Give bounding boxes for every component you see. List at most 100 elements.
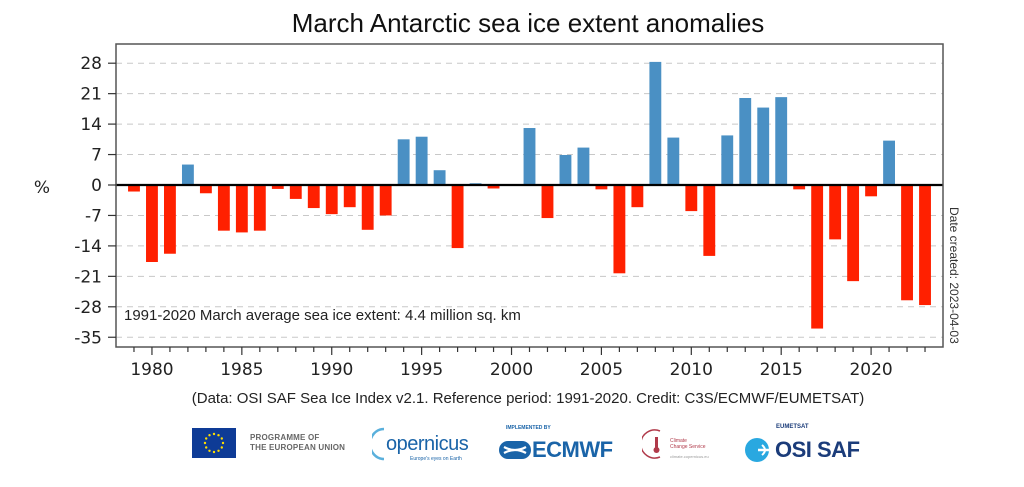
copernicus-wordmark: opernicus [386, 432, 469, 455]
y-tick-label: 21 [80, 85, 102, 105]
bar-2008 [649, 61, 662, 185]
copernicus-logo: opernicus Europe's eyes on Earth [372, 426, 469, 462]
bar-1999 [487, 185, 500, 189]
y-tick-label: -7 [85, 206, 102, 226]
x-tick-label: 2005 [580, 360, 623, 380]
ecmwf-swirl-icon [499, 441, 531, 459]
y-tick-label: 7 [91, 146, 102, 166]
y-axis-label: % [34, 178, 50, 198]
bar-1994 [397, 139, 410, 185]
bar-1986 [253, 185, 266, 231]
eu-star [205, 437, 208, 440]
eu-star [205, 446, 208, 449]
y-tick-label: -14 [74, 237, 102, 257]
bar-1992 [361, 185, 374, 230]
bar-1983 [199, 185, 212, 194]
bar-2003 [559, 154, 572, 185]
grid-lines [116, 62, 943, 338]
y-tick-label: 28 [80, 54, 102, 74]
eu-text-line2: THE EUROPEAN UNION [250, 443, 346, 452]
c3s-logo: Climate Change Service climate.copernicu… [642, 426, 709, 462]
y-tick-label: -21 [74, 267, 102, 287]
eu-star [212, 450, 216, 454]
bar-1982 [181, 164, 194, 185]
ecmwf-implemented-by: IMPLEMENTED BY [506, 425, 551, 431]
eu-star [212, 432, 216, 436]
ecmwf-wordmark: ECMWF [532, 437, 613, 462]
y-axis: 28 21 14 7 0 -7 -14 -21 -28 -35 [74, 54, 116, 348]
y-tick-label: -35 [74, 328, 102, 348]
bar-2014 [757, 107, 770, 185]
eu-star [221, 441, 225, 445]
bar-2010 [685, 185, 698, 212]
x-tick-label: 2000 [490, 360, 533, 380]
bar-2012 [721, 135, 734, 185]
bar-1993 [379, 185, 392, 216]
bar-2020 [865, 185, 878, 197]
bar-1991 [343, 185, 356, 208]
c3s-thermometer-icon [642, 429, 661, 459]
eu-star [217, 434, 220, 437]
bar-1981 [164, 185, 176, 254]
eu-star [203, 441, 207, 445]
logo-bar: PROGRAMME OF THE EUROPEAN UNION opernicu… [0, 420, 1024, 470]
osi-saf-drop-icon [745, 438, 771, 462]
bar-2023 [919, 185, 931, 306]
ecmwf-logo: IMPLEMENTED BY ECMWF [498, 424, 613, 464]
bar-2001 [523, 128, 536, 185]
bar-1985 [235, 185, 248, 233]
bar-1980 [146, 185, 158, 262]
reference-annotation: 1991-2020 March average sea ice extent: … [124, 307, 521, 324]
eu-star [220, 446, 223, 449]
x-tick-label: 2010 [670, 360, 713, 380]
x-tick-label: 1985 [220, 360, 263, 380]
c3s-line2: Change Service [670, 444, 706, 450]
bar-2004 [577, 147, 590, 185]
bar-2018 [829, 185, 842, 240]
x-tick-label: 1980 [130, 360, 173, 380]
eu-flag-icon [192, 428, 236, 458]
bar-2016 [793, 185, 806, 190]
x-tick-label: 1990 [310, 360, 353, 380]
osi-saf-logo: EUMETSAT OSI SAF [744, 424, 860, 464]
eu-star [208, 434, 211, 437]
eu-star [220, 437, 223, 440]
bar-2013 [739, 98, 752, 185]
osi-saf-wordmark: OSI SAF [775, 437, 860, 462]
bar-2009 [667, 137, 680, 185]
bar-1996 [433, 170, 446, 185]
x-tick-label: 1995 [400, 360, 443, 380]
bar-1990 [325, 185, 338, 215]
data-credit: (Data: OSI SAF Sea Ice Index v2.1. Refer… [192, 390, 865, 407]
x-tick-label: 2020 [849, 360, 892, 380]
bar-2006 [613, 185, 626, 274]
bar-1988 [289, 185, 302, 199]
bar-2015 [775, 97, 788, 185]
chart: March Antarctic sea ice extent anomalies… [34, 8, 961, 407]
bar-1989 [307, 185, 320, 209]
bar-1979 [128, 185, 140, 192]
bar-2002 [541, 185, 554, 219]
date-created: Date created: 2023-04-03 [947, 207, 961, 344]
y-tick-label: -28 [74, 298, 102, 318]
osi-eumetsat: EUMETSAT [776, 424, 809, 430]
bar-1987 [271, 185, 284, 189]
bars [128, 61, 931, 329]
x-axis: 1980 1985 1990 1995 2000 2005 2010 2015 2020 [130, 347, 926, 380]
c3s-line1: Climate [670, 438, 687, 444]
bar-2017 [811, 185, 824, 329]
bar-2005 [595, 185, 608, 190]
bar-2011 [703, 185, 716, 256]
copernicus-arc-icon [372, 427, 385, 461]
bar-1984 [217, 185, 230, 231]
eu-text-line1: PROGRAMME OF [250, 433, 320, 442]
eu-star [217, 449, 220, 452]
copernicus-tagline: Europe's eyes on Earth [410, 456, 462, 462]
bar-1997 [451, 185, 464, 249]
x-tick-label: 2015 [760, 360, 803, 380]
bar-2007 [631, 185, 644, 208]
y-tick-label: 0 [91, 176, 102, 196]
c3s-url: climate.copernicus.eu [670, 454, 709, 459]
bar-1995 [415, 136, 428, 185]
y-tick-label: 14 [80, 115, 102, 135]
